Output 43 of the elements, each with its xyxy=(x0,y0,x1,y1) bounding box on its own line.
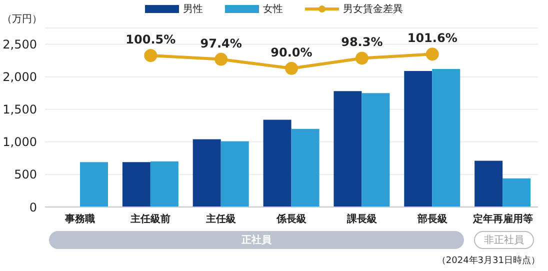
bar xyxy=(474,160,503,207)
bar xyxy=(150,161,178,207)
x-tick-label: 課長級 xyxy=(346,213,378,226)
bar xyxy=(432,69,460,207)
y-tick-label: 1,000 xyxy=(2,135,37,150)
bar xyxy=(334,91,362,207)
data-label: 100.5% xyxy=(126,32,176,47)
data-label: 90.0% xyxy=(270,45,312,60)
x-tick-label: 主任級 xyxy=(205,213,238,226)
y-axis-title: （万円） xyxy=(2,13,42,26)
x-tick-label: 係長級 xyxy=(276,213,308,226)
x-tick-label: 部長級 xyxy=(416,213,448,226)
text: 正社員 xyxy=(49,231,464,249)
data-label: 101.6% xyxy=(407,31,458,46)
point xyxy=(355,52,368,65)
y-tick-label: 2,500 xyxy=(2,38,37,52)
legend-label: 女性 xyxy=(263,2,283,16)
y-tick-label: 1,500 xyxy=(2,102,37,117)
point xyxy=(214,52,228,66)
bar xyxy=(291,128,320,207)
text: （2024年3月31日時点） xyxy=(436,254,540,267)
x-tick-label: 事務職 xyxy=(64,213,96,226)
bar xyxy=(404,70,432,207)
y-tick-label: 2,000 xyxy=(2,70,37,84)
bar xyxy=(192,139,221,207)
bar xyxy=(502,178,531,207)
bar xyxy=(80,162,108,207)
legend-label: 男性 xyxy=(183,2,203,16)
point xyxy=(426,48,439,61)
bar xyxy=(220,141,249,207)
bar xyxy=(362,93,390,207)
point xyxy=(285,62,298,75)
x-tick-label: 定年再雇用等 xyxy=(472,213,533,226)
y-tick-label: 500 xyxy=(14,168,37,182)
legend-label: 男女賃金差異 xyxy=(343,3,403,16)
data-label: 97.4% xyxy=(200,36,242,50)
x-tick-label: 主任級前 xyxy=(130,213,171,226)
point xyxy=(144,49,158,62)
text: 非正社員 xyxy=(474,231,534,249)
y-tick-label: 0 xyxy=(29,200,37,214)
bar xyxy=(263,120,292,207)
data-label: 98.3% xyxy=(341,35,383,50)
bar xyxy=(122,162,150,207)
